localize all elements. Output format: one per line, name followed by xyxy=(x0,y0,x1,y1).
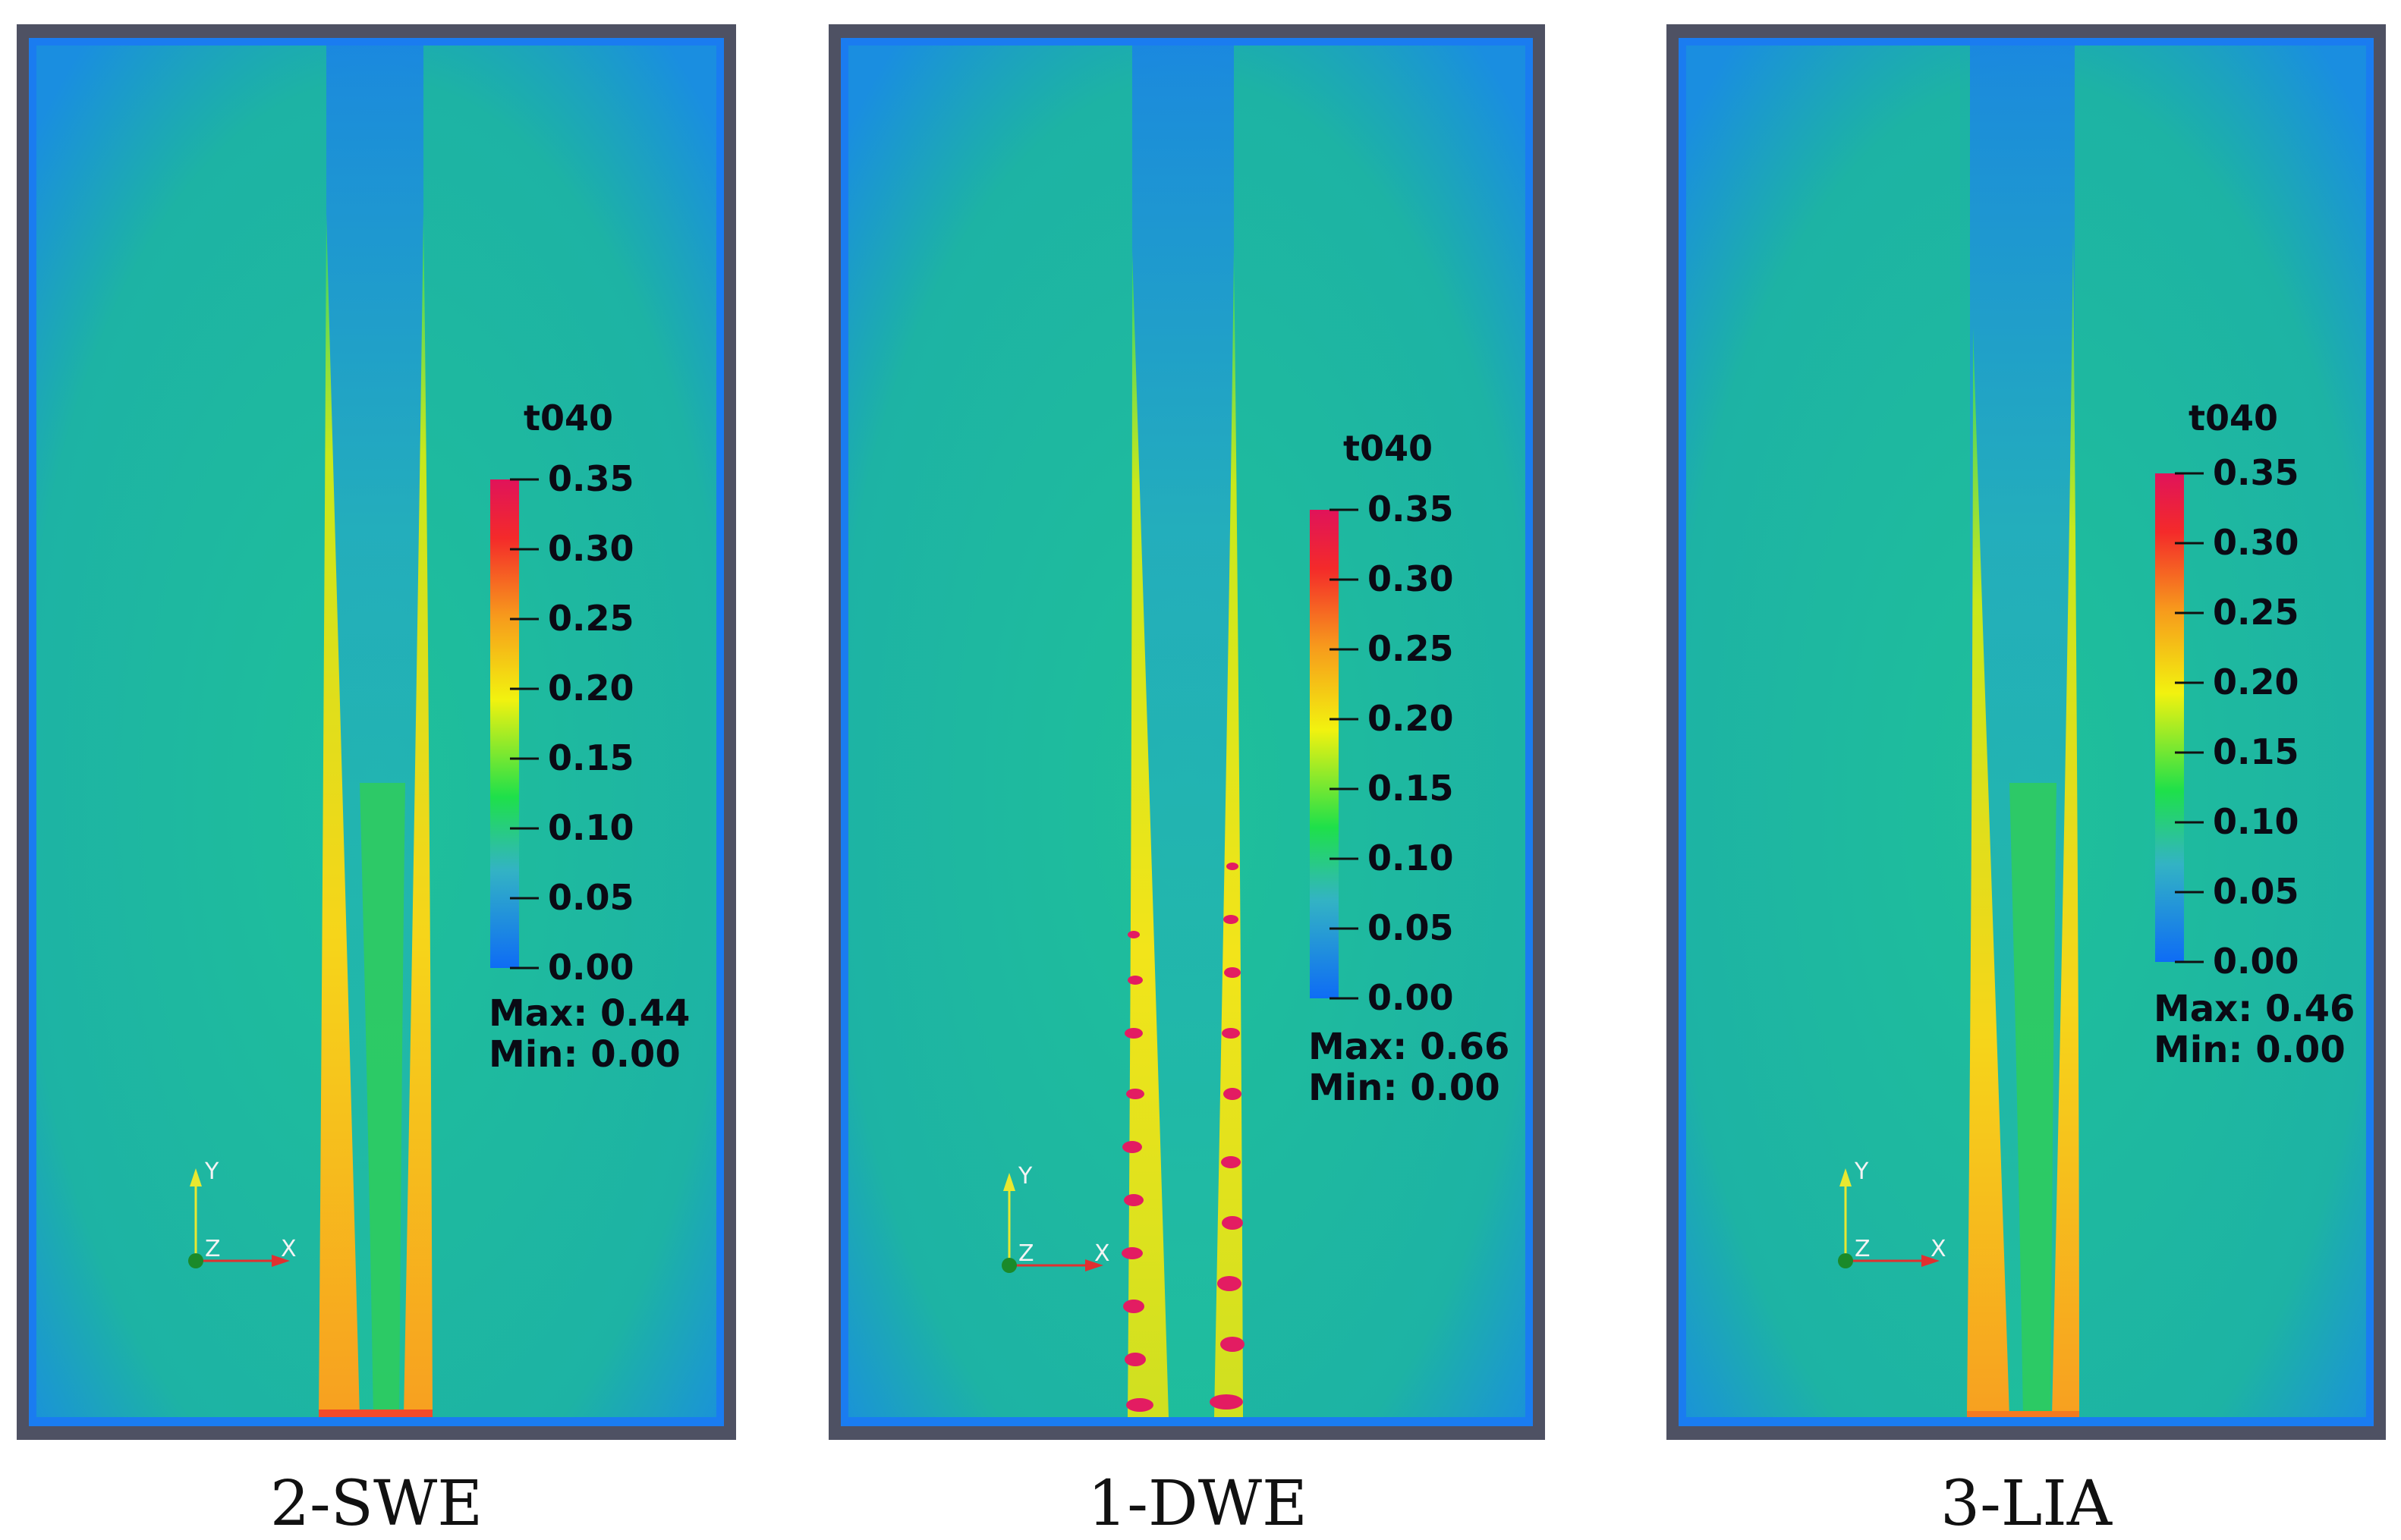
colorbar-gradient xyxy=(490,479,519,968)
colorbar: t040 0.35 0.30 0.25 0.20 0.15 0.10 0.05 … xyxy=(2154,398,2355,1071)
axis-label-y: Y xyxy=(204,1158,219,1185)
z-axis-dot-icon xyxy=(1002,1258,1017,1273)
colorbar-tick: 0.30 xyxy=(1367,558,1454,599)
min-label: Min: 0.00 xyxy=(489,1033,681,1076)
shear-layer-right xyxy=(404,214,433,1417)
colorbar-tick: 0.00 xyxy=(1367,977,1454,1018)
colorbar-tick: 0.15 xyxy=(2213,731,2299,772)
colorbar-tick: 0.15 xyxy=(1367,768,1454,809)
panel-2-swe: t040 0.35 0.30 0.25 0.20 0.15 0.10 0.05 … xyxy=(17,24,736,1440)
min-label: Min: 0.00 xyxy=(1308,1067,1500,1109)
colorbar-tick: 0.35 xyxy=(548,458,634,499)
max-label: Max: 0.44 xyxy=(489,992,690,1035)
colorbar-tick: 0.10 xyxy=(1367,838,1454,878)
colorbar-gradient xyxy=(1310,510,1339,998)
colorbar-gradient xyxy=(2155,473,2184,962)
wake-core xyxy=(360,783,405,1417)
caption-3-lia: 3-LIA xyxy=(1940,1468,2112,1540)
colorbar-tick: 0.10 xyxy=(548,807,634,848)
axis-label-y: Y xyxy=(1018,1163,1033,1190)
z-axis-dot-icon xyxy=(188,1253,203,1268)
axis-label-z: Z xyxy=(205,1236,221,1262)
min-label: Min: 0.00 xyxy=(2154,1029,2346,1071)
colorbar-tick: 0.00 xyxy=(548,947,634,988)
colorbar-tick: 0.10 xyxy=(2213,801,2299,842)
colorbar-title: t040 xyxy=(1343,428,1433,469)
z-axis-dot-icon xyxy=(1838,1253,1853,1268)
x-axis-arrow-icon xyxy=(1921,1255,1940,1267)
x-axis-arrow-icon xyxy=(272,1255,290,1267)
x-axis-arrow-icon xyxy=(1085,1259,1103,1271)
axes-triad: Y Z X xyxy=(1838,1158,1946,1268)
instability-blobs xyxy=(1122,863,1245,1412)
axis-label-x: X xyxy=(1094,1240,1110,1267)
colorbar-tick: 0.20 xyxy=(548,668,634,709)
shear-layer-left xyxy=(319,214,360,1417)
axes-triad: Y Z X xyxy=(188,1158,297,1268)
colorbar-tick: 0.25 xyxy=(1367,628,1454,669)
y-axis-arrow-icon xyxy=(1003,1173,1015,1191)
colorbar: t040 0.35 0.30 0.25 0.20 0.15 0.10 0.05 … xyxy=(1308,428,1509,1109)
panel-1-dwe: t040 0.35 0.30 0.25 0.20 0.15 0.10 0.05 … xyxy=(829,24,1545,1440)
axis-label-z: Z xyxy=(1018,1240,1034,1267)
colorbar-title: t040 xyxy=(524,398,613,438)
shear-layer-right xyxy=(2052,237,2079,1417)
colorbar-tick: 0.20 xyxy=(1367,698,1454,739)
axes-triad: Y Z X xyxy=(1002,1163,1110,1273)
colorbar-title: t040 xyxy=(2189,398,2278,438)
axis-label-y: Y xyxy=(1854,1158,1869,1185)
colorbar-tick: 0.35 xyxy=(1367,489,1454,530)
max-label: Max: 0.66 xyxy=(1308,1026,1509,1068)
colorbar-tick: 0.05 xyxy=(548,877,634,918)
y-axis-arrow-icon xyxy=(1839,1168,1852,1186)
contour-plot-1-dwe: t040 0.35 0.30 0.25 0.20 0.15 0.10 0.05 … xyxy=(829,24,1545,1440)
panel-3-lia: t040 0.35 0.30 0.25 0.20 0.15 0.10 0.05 … xyxy=(1666,24,2386,1440)
inlet-edge xyxy=(1967,1411,2079,1417)
caption-2-swe: 2-SWE xyxy=(269,1468,483,1540)
colorbar-tick: 0.00 xyxy=(2213,941,2299,982)
inlet-edge xyxy=(319,1410,433,1417)
colorbar: t040 0.35 0.30 0.25 0.20 0.15 0.10 0.05 … xyxy=(489,398,690,1076)
axis-label-z: Z xyxy=(1855,1236,1871,1262)
colorbar-tick: 0.25 xyxy=(2213,592,2299,633)
contour-plot-2-swe: t040 0.35 0.30 0.25 0.20 0.15 0.10 0.05 … xyxy=(17,24,736,1440)
colorbar-tick: 0.20 xyxy=(2213,662,2299,702)
colorbar-tick: 0.05 xyxy=(2213,871,2299,912)
caption-1-dwe: 1-DWE xyxy=(1087,1468,1307,1540)
colorbar-tick: 0.35 xyxy=(2213,452,2299,493)
colorbar-tick: 0.25 xyxy=(548,598,634,639)
contour-plot-3-lia: t040 0.35 0.30 0.25 0.20 0.15 0.10 0.05 … xyxy=(1666,24,2386,1440)
colorbar-tick: 0.30 xyxy=(548,528,634,569)
shear-layer-left xyxy=(1967,328,2009,1417)
wake-core xyxy=(2009,783,2056,1417)
colorbar-tick: 0.05 xyxy=(1367,907,1454,948)
axis-label-x: X xyxy=(1931,1236,1946,1262)
shear-layer-left xyxy=(1128,252,1169,1417)
max-label: Max: 0.46 xyxy=(2154,988,2355,1030)
colorbar-tick: 0.15 xyxy=(548,737,634,778)
y-axis-arrow-icon xyxy=(190,1168,202,1186)
axis-label-x: X xyxy=(281,1236,297,1262)
shear-layer-right xyxy=(1214,252,1243,1417)
colorbar-tick: 0.30 xyxy=(2213,522,2299,563)
